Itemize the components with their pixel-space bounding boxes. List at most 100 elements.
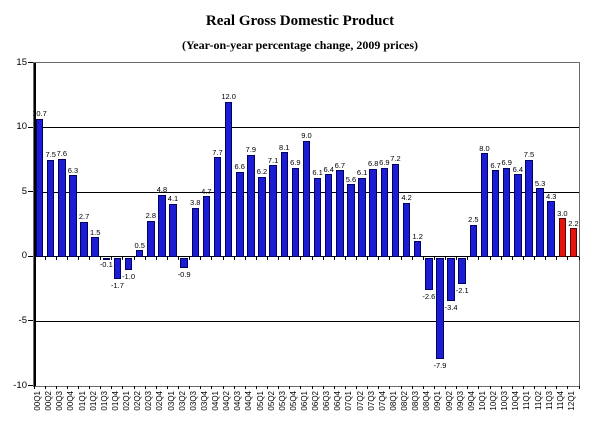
x-tick-label: 10Q4 [511, 391, 521, 411]
category-axis-tick [522, 256, 524, 260]
bottom-border-tick [578, 386, 580, 389]
bar-value-label: 7.7 [212, 147, 223, 157]
category-axis-tick [178, 256, 180, 260]
category-axis-tick [422, 256, 424, 260]
x-tick-label: 05Q4 [288, 391, 298, 411]
category-axis-tick [211, 256, 213, 260]
bottom-border-tick [445, 386, 447, 389]
category-axis-tick [467, 256, 469, 260]
bar-05Q1 [258, 176, 266, 257]
bottom-border-tick [378, 386, 380, 389]
bottom-border-tick [200, 386, 202, 389]
x-tick-label: 07Q2 [355, 391, 365, 411]
bottom-border-tick [478, 386, 480, 389]
bottom-border-tick [155, 386, 157, 389]
category-axis-tick [166, 256, 168, 260]
bottom-border-tick [556, 386, 558, 389]
bottom-border-tick [500, 386, 502, 389]
category-axis-tick [478, 256, 480, 260]
y-tick-label: 0 [21, 250, 27, 262]
y-axis-tick [28, 126, 33, 128]
bottom-border-tick [534, 386, 535, 389]
category-axis-tick [44, 256, 46, 260]
bar-value-label: 1.2 [412, 231, 423, 241]
x-tick-label: 06Q2 [311, 391, 321, 411]
bottom-border-tick [456, 386, 458, 389]
bar-04Q4 [247, 154, 255, 257]
bar-value-label: 2.5 [468, 215, 479, 224]
bottom-border-tick [400, 386, 402, 389]
bar-value-label: 7.9 [245, 145, 257, 155]
x-tick-label: 07Q4 [377, 391, 387, 411]
category-axis-tick [433, 256, 435, 260]
category-axis-tick [244, 256, 246, 260]
x-tick-label: 03Q3 [188, 391, 198, 411]
bottom-border-tick [89, 386, 91, 389]
bottom-border-tick [333, 386, 335, 389]
category-axis-tick [356, 256, 358, 260]
category-axis-tick [255, 256, 257, 260]
bar-06Q2 [313, 177, 322, 257]
x-tick-label: 09Q2 [444, 391, 454, 411]
x-tick-label: 05Q2 [266, 391, 276, 411]
bar-02Q2 [135, 250, 144, 257]
bar-value-label: 6.4 [512, 164, 524, 174]
category-axis-tick [545, 256, 547, 260]
category-axis-tick [411, 256, 413, 260]
bottom-border-tick [100, 386, 102, 389]
bottom-border-tick [467, 386, 469, 389]
category-axis-tick [111, 256, 113, 260]
bar-05Q2 [269, 165, 277, 257]
x-tick-label: 09Q3 [455, 391, 465, 411]
x-tick-label: 07Q3 [366, 391, 376, 411]
x-tick-label: 11Q4 [555, 391, 565, 410]
bar-07Q3 [369, 168, 377, 257]
x-tick-label: 06Q3 [322, 391, 332, 411]
x-tick-label: 08Q3 [411, 391, 421, 411]
category-axis-tick [222, 256, 224, 260]
bar-value-label: 8.1 [279, 142, 290, 152]
bar-value-label: 7.5 [45, 150, 56, 160]
x-tick-label: 03Q4 [199, 391, 209, 411]
x-tick-label: 12Q1 [566, 391, 576, 411]
bar-value-label: 6.6 [234, 162, 245, 172]
bar-08Q1 [391, 163, 400, 257]
x-tick-label: 01Q2 [88, 391, 98, 411]
chart-title: Real Gross Domestic Product [205, 13, 395, 29]
bar-06Q1 [302, 140, 311, 257]
category-axis-tick [122, 256, 124, 260]
bar-08Q2 [402, 202, 411, 257]
bottom-border-tick [389, 386, 391, 389]
bar-10Q2 [491, 170, 500, 257]
category-axis-tick [66, 256, 68, 260]
bar-value-label: -1.7 [110, 280, 124, 290]
y-axis-tick [28, 320, 33, 322]
bar-value-label: 2.2 [568, 218, 579, 228]
bottom-border-tick [44, 386, 46, 389]
category-axis-tick [278, 256, 280, 260]
bottom-border-tick [77, 386, 79, 389]
bar-11Q4 [558, 218, 567, 257]
bar-01Q1 [80, 221, 88, 257]
bar-06Q4 [336, 170, 344, 257]
category-axis-tick [534, 256, 535, 260]
bar-value-label: 6.7 [490, 160, 501, 170]
bottom-border-tick [255, 386, 257, 389]
bar-value-label: 7.2 [390, 154, 401, 164]
x-tick-label: 07Q1 [344, 391, 354, 411]
bottom-border-tick [300, 386, 302, 389]
category-axis-tick [500, 256, 502, 260]
bar-value-label: -7.9 [433, 360, 447, 370]
bar-value-label: 0.5 [134, 240, 145, 250]
y-axis-tick [28, 255, 33, 257]
bar-value-label: 5.6 [345, 174, 357, 184]
bar-07Q2 [358, 177, 366, 257]
bottom-border-tick [545, 386, 547, 389]
bar-00Q4 [69, 175, 77, 257]
bar-value-label: 12.0 [221, 92, 236, 102]
category-axis-tick [100, 256, 102, 260]
category-axis-tick [511, 256, 513, 260]
x-tick-label: 00Q1 [33, 391, 43, 411]
chart-subtitle: (Year-on-year percentage change, 2009 pr… [181, 38, 419, 52]
